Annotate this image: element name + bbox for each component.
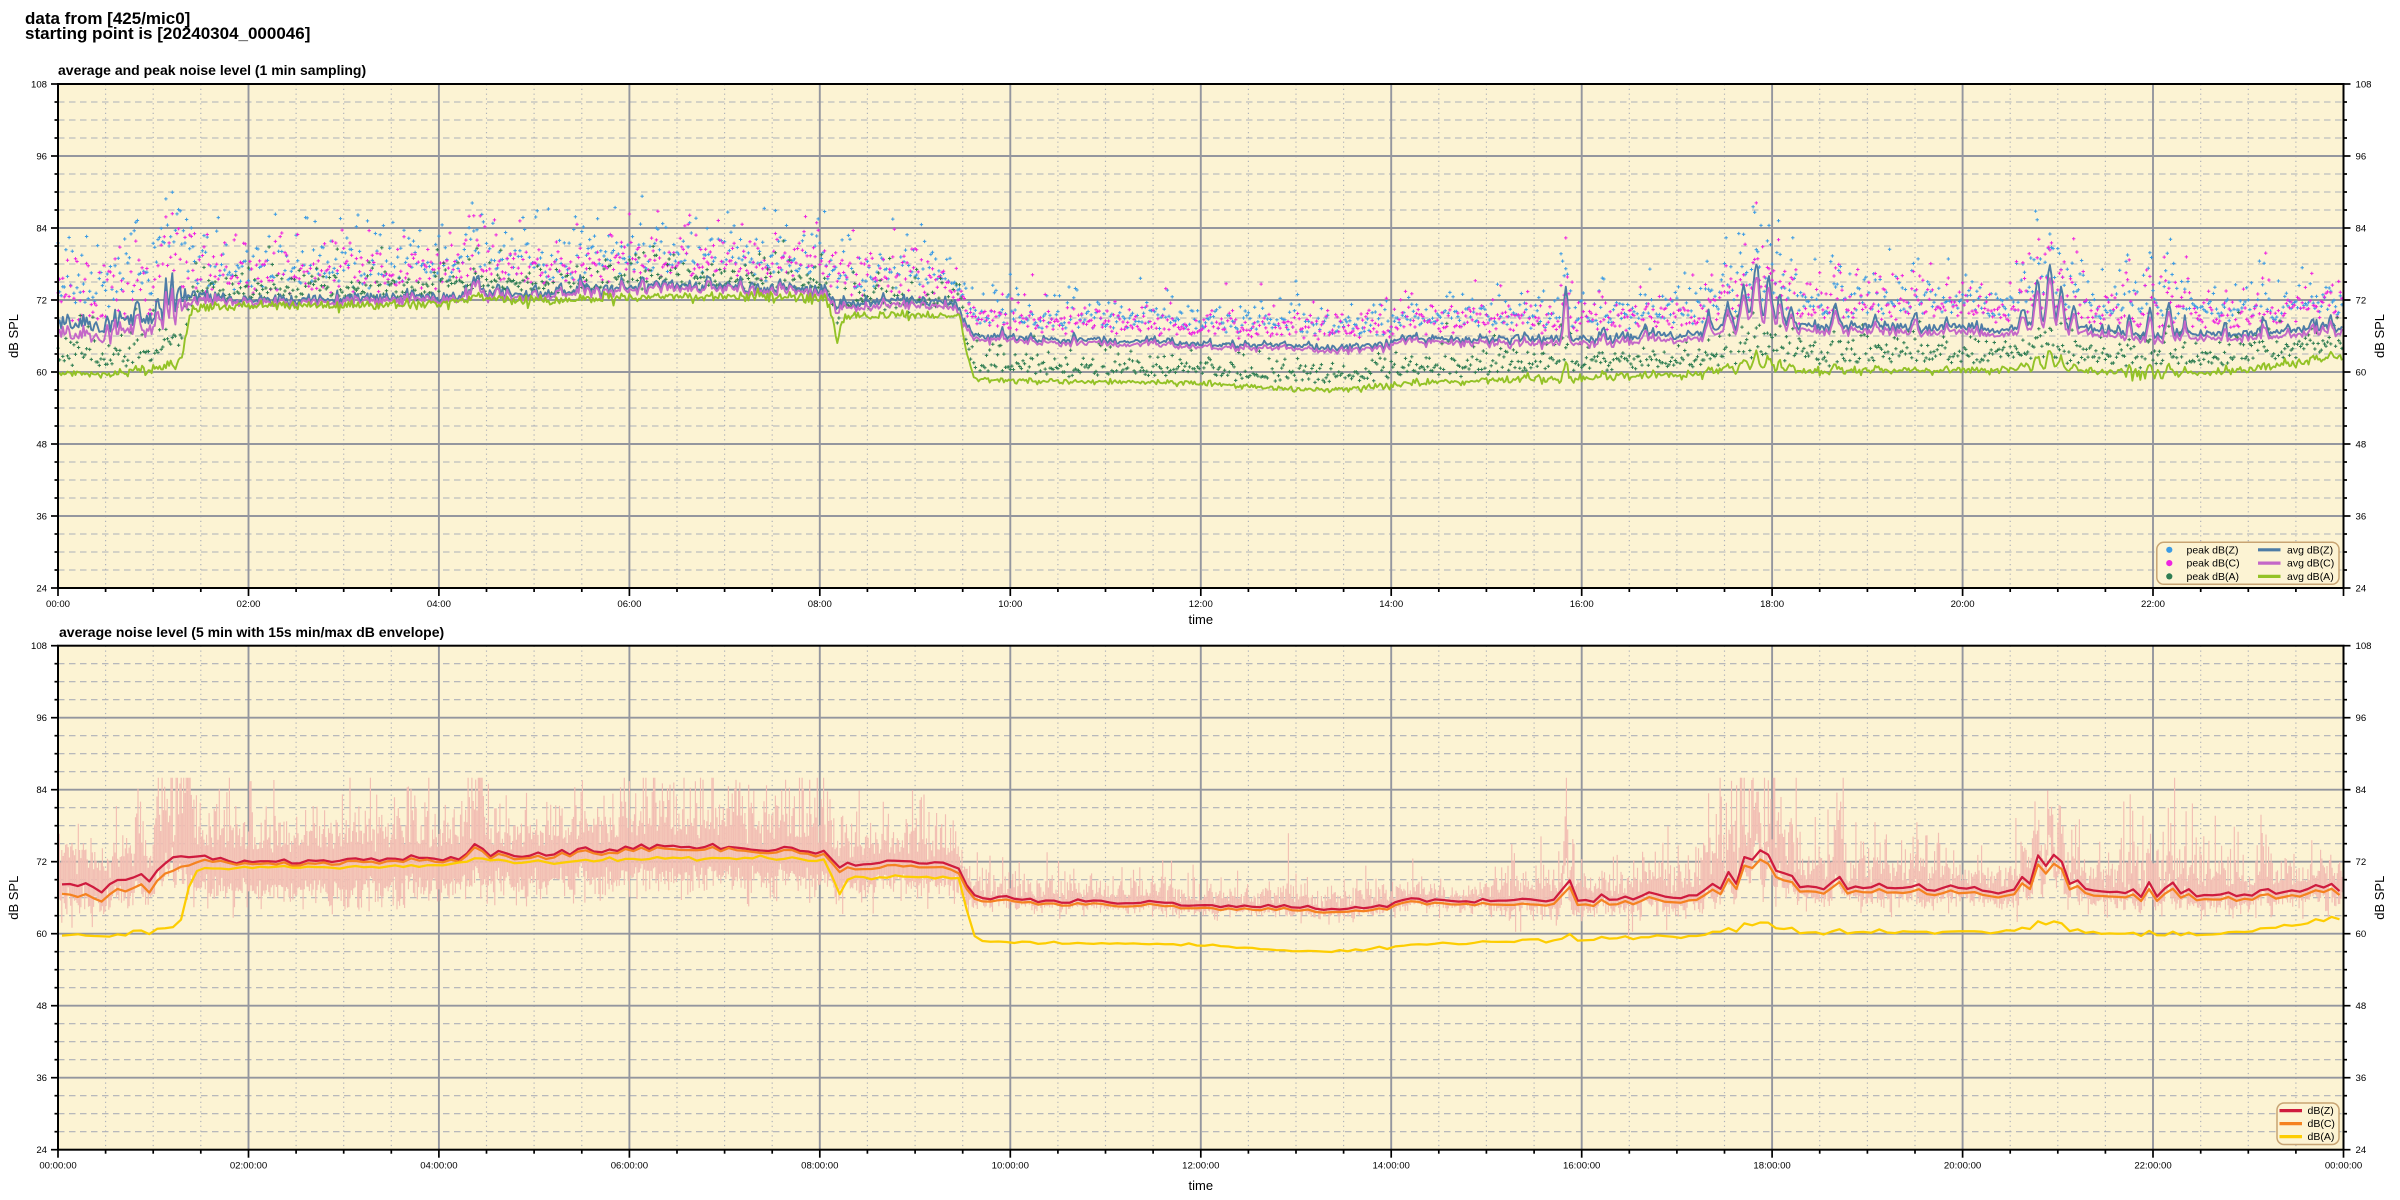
svg-text:24: 24 [2356, 1145, 2367, 1156]
svg-text:108: 108 [2356, 641, 2372, 652]
svg-text:average noise level (5 min wit: average noise level (5 min with 15s min/… [59, 624, 444, 640]
svg-text:60: 60 [2356, 367, 2367, 378]
svg-text:96: 96 [36, 151, 47, 162]
svg-text:36: 36 [36, 1073, 47, 1084]
svg-text:48: 48 [36, 1001, 47, 1012]
svg-text:24: 24 [36, 583, 47, 594]
svg-text:108: 108 [31, 79, 47, 90]
svg-text:dB(A): dB(A) [2308, 1131, 2335, 1143]
svg-text:avg dB(Z): avg dB(Z) [2287, 544, 2333, 556]
svg-text:24: 24 [36, 1145, 47, 1156]
svg-text:06:00: 06:00 [617, 599, 641, 610]
svg-text:dB(Z): dB(Z) [2308, 1105, 2334, 1117]
svg-text:dB(C): dB(C) [2308, 1118, 2335, 1130]
svg-text:72: 72 [36, 295, 47, 306]
svg-text:60: 60 [36, 367, 47, 378]
svg-text:84: 84 [2356, 785, 2367, 796]
svg-text:22:00:00: 22:00:00 [2134, 1161, 2171, 1172]
svg-text:72: 72 [2356, 857, 2367, 868]
svg-text:02:00:00: 02:00:00 [230, 1161, 267, 1172]
svg-text:108: 108 [31, 641, 47, 652]
svg-text:16:00:00: 16:00:00 [1563, 1161, 1600, 1172]
svg-text:peak dB(C): peak dB(C) [2187, 558, 2240, 570]
svg-text:peak dB(Z): peak dB(Z) [2187, 544, 2239, 556]
svg-text:peak dB(A): peak dB(A) [2187, 571, 2240, 583]
svg-text:96: 96 [2356, 151, 2367, 162]
svg-text:108: 108 [2356, 79, 2372, 90]
svg-text:avg dB(A): avg dB(A) [2287, 571, 2334, 583]
svg-text:average and peak noise level (: average and peak noise level (1 min samp… [58, 62, 366, 78]
svg-text:time: time [1189, 612, 1214, 627]
svg-text:12:00:00: 12:00:00 [1182, 1161, 1219, 1172]
svg-text:04:00: 04:00 [427, 599, 451, 610]
svg-text:60: 60 [2356, 929, 2367, 940]
svg-text:22:00: 22:00 [2141, 599, 2165, 610]
svg-text:time: time [1189, 1178, 1214, 1193]
svg-text:00:00: 00:00 [46, 599, 70, 610]
svg-text:avg dB(C): avg dB(C) [2287, 558, 2334, 570]
svg-text:72: 72 [2356, 295, 2367, 306]
svg-text:84: 84 [36, 223, 47, 234]
svg-text:06:00:00: 06:00:00 [611, 1161, 648, 1172]
svg-text:data from [425/mic0]: data from [425/mic0] [25, 9, 190, 28]
svg-text:08:00: 08:00 [808, 599, 832, 610]
svg-text:14:00:00: 14:00:00 [1373, 1161, 1410, 1172]
svg-text:08:00:00: 08:00:00 [801, 1161, 838, 1172]
svg-text:36: 36 [2356, 511, 2367, 522]
svg-text:dB SPL: dB SPL [2372, 876, 2387, 920]
svg-text:starting point is [20240304_00: starting point is [20240304_000046] [25, 24, 310, 43]
svg-text:48: 48 [36, 439, 47, 450]
svg-text:12:00: 12:00 [1189, 599, 1213, 610]
svg-text:dB SPL: dB SPL [6, 876, 21, 920]
svg-text:10:00:00: 10:00:00 [992, 1161, 1029, 1172]
svg-text:48: 48 [2356, 439, 2367, 450]
svg-text:24: 24 [2356, 583, 2367, 594]
svg-text:02:00: 02:00 [236, 599, 260, 610]
svg-text:20:00: 20:00 [1951, 599, 1975, 610]
svg-text:60: 60 [36, 929, 47, 940]
svg-text:00:00:00: 00:00:00 [39, 1161, 76, 1172]
svg-text:96: 96 [2356, 713, 2367, 724]
svg-text:10:00: 10:00 [998, 599, 1022, 610]
svg-text:dB SPL: dB SPL [6, 314, 21, 358]
svg-text:00:00:00: 00:00:00 [2325, 1161, 2362, 1172]
svg-text:36: 36 [36, 511, 47, 522]
svg-text:18:00: 18:00 [1760, 599, 1784, 610]
svg-text:20:00:00: 20:00:00 [1944, 1161, 1981, 1172]
svg-text:18:00:00: 18:00:00 [1753, 1161, 1790, 1172]
svg-text:84: 84 [36, 785, 47, 796]
svg-text:84: 84 [2356, 223, 2367, 234]
svg-text:36: 36 [2356, 1073, 2367, 1084]
svg-text:16:00: 16:00 [1570, 599, 1594, 610]
svg-text:dB SPL: dB SPL [2372, 314, 2387, 358]
svg-text:96: 96 [36, 713, 47, 724]
svg-text:48: 48 [2356, 1001, 2367, 1012]
svg-text:04:00:00: 04:00:00 [420, 1161, 457, 1172]
svg-text:72: 72 [36, 857, 47, 868]
svg-text:14:00: 14:00 [1379, 599, 1403, 610]
